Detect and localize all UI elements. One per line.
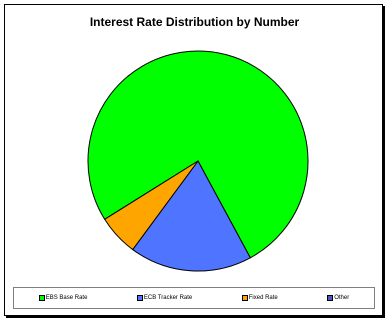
legend-item-fixed-rate: Fixed Rate [241, 295, 278, 301]
legend-label-ebs-base-rate: EBS Base Rate [45, 295, 88, 301]
legend-label-fixed-rate: Fixed Rate [248, 295, 278, 301]
chart-area: Interest Rate Distribution by Number EBS… [4, 4, 383, 316]
pie-slice-ecb-tracker-rate [132, 160, 251, 272]
legend-label-ecb-tracker-rate: ECB Tracker Rate [143, 295, 193, 301]
legend-swatch-ebs-base-rate [38, 295, 45, 301]
legend: EBS Base Rate ECB Tracker Rate Fixed Rat… [13, 287, 375, 309]
legend-item-ebs-base-rate: EBS Base Rate [38, 295, 88, 301]
pie-slice-fixed-rate [104, 160, 199, 251]
legend-swatch-other [327, 295, 334, 301]
legend-swatch-ecb-tracker-rate [136, 295, 143, 301]
legend-swatch-fixed-rate [241, 295, 248, 301]
legend-label-other: Other [334, 295, 350, 301]
legend-item-ecb-tracker-rate: ECB Tracker Rate [136, 295, 193, 301]
pie-slice-ebs-base-rate [87, 50, 309, 259]
pie-chart [87, 50, 309, 272]
chart-title: Interest Rate Distribution by Number [89, 15, 300, 29]
legend-item-other: Other [327, 295, 349, 301]
